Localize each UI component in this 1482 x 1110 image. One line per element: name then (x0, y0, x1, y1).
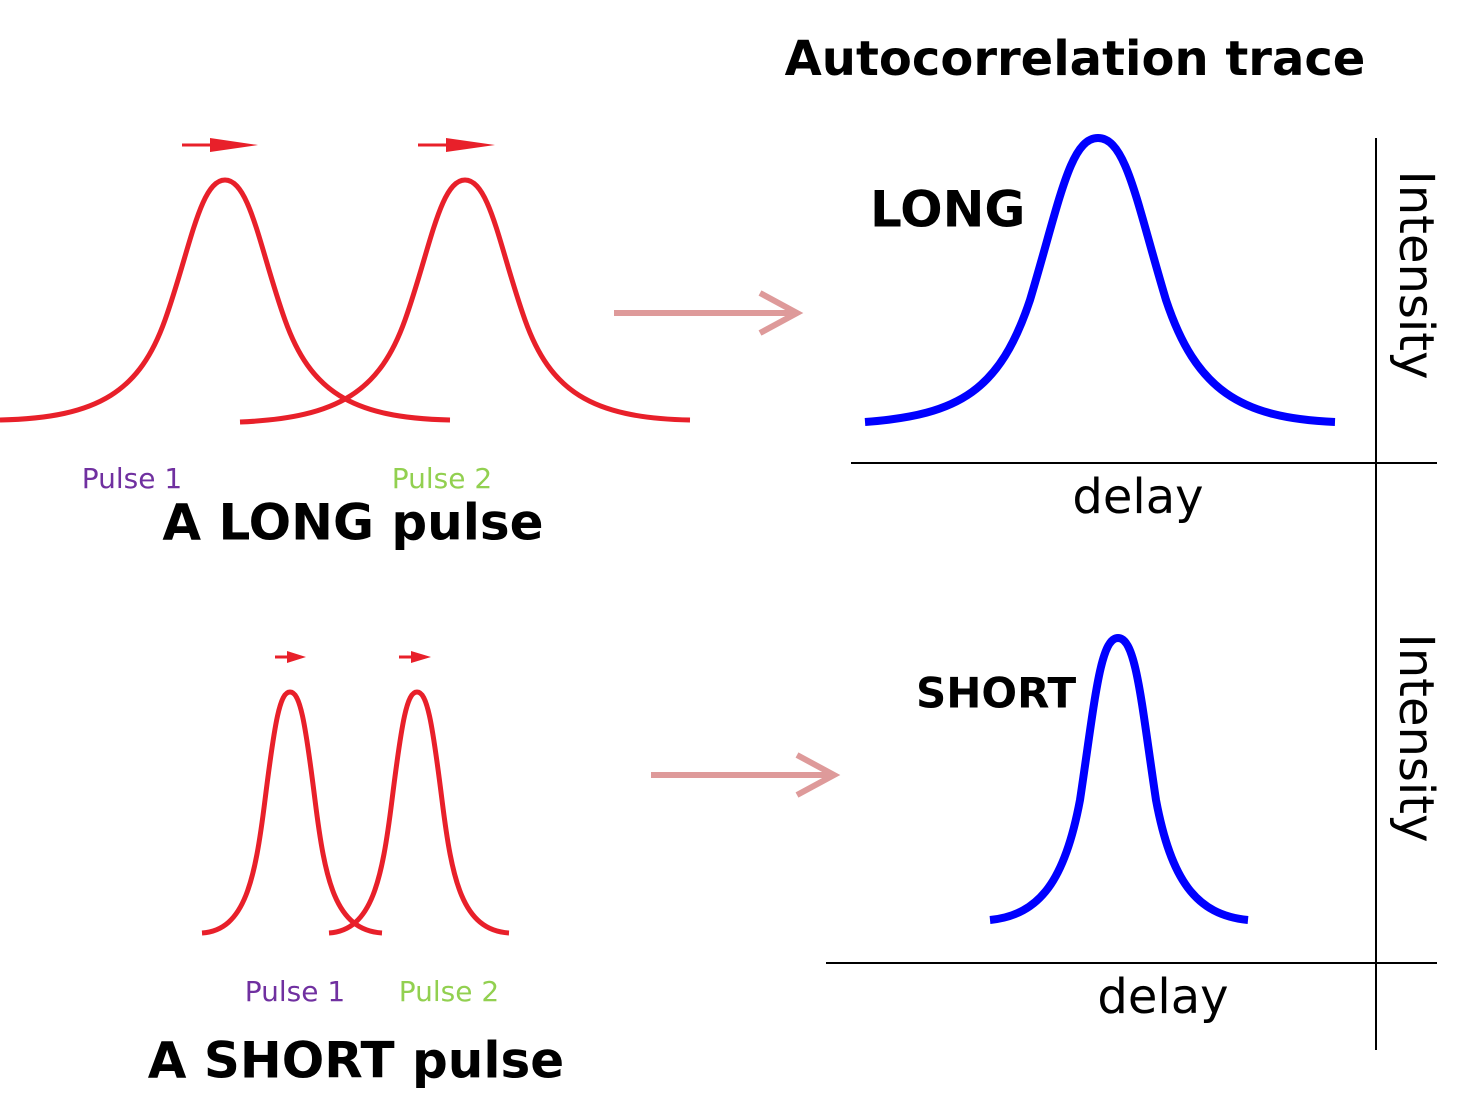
transform-arrow (795, 752, 841, 798)
trace-label: SHORT (916, 669, 1077, 718)
pulse-curve (239, 177, 691, 425)
x-axis-label: delay (1097, 969, 1228, 1025)
pulse-curve (328, 689, 510, 936)
direction-arrow (446, 138, 495, 152)
pulse-curve (201, 689, 383, 936)
caption: A SHORT pulse (148, 1032, 564, 1090)
pulse-label: Pulse 2 (399, 975, 499, 1008)
trace-label: LONG (870, 181, 1025, 239)
autocorrelation-curve (989, 633, 1249, 924)
pulse-label: Pulse 1 (245, 975, 345, 1008)
pulse-curve (0, 177, 451, 423)
pulse-label: Pulse 2 (392, 462, 492, 495)
caption: A LONG pulse (162, 494, 543, 552)
direction-arrow (210, 138, 258, 152)
transform-arrow (758, 290, 804, 336)
direction-arrow (287, 651, 306, 663)
y-axis-label: Intensity (1388, 171, 1444, 380)
x-axis-label: delay (1072, 469, 1203, 525)
autocorrelation-curve (864, 133, 1336, 426)
y-axis-label: Intensity (1388, 634, 1444, 843)
title: Autocorrelation trace (785, 31, 1366, 87)
pulse-label: Pulse 1 (82, 462, 182, 495)
direction-arrow (411, 651, 431, 663)
